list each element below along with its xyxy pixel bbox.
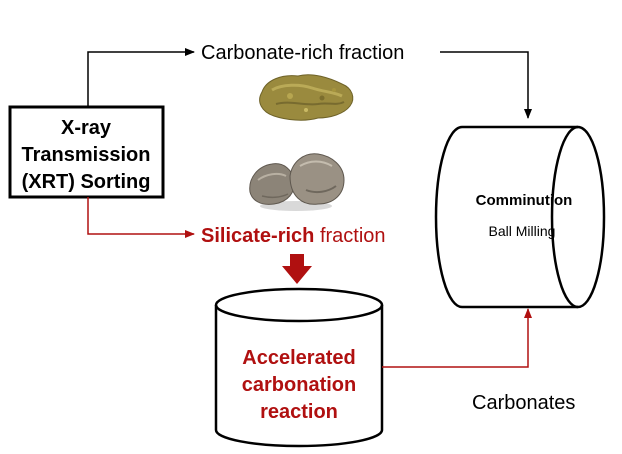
silicate-rock-image <box>249 153 345 211</box>
silicate-flow-arrow <box>87 197 195 238</box>
carbonate-rock-image <box>259 74 354 121</box>
silicate-fraction-label-rest: fraction <box>314 225 385 247</box>
carbonates-flow-arrow <box>382 308 532 368</box>
carbonation-label-line3: reaction <box>260 401 338 423</box>
comminution-cylinder: Comminution Ball Milling <box>434 125 606 309</box>
silicate-fraction-label-bold: Silicate-rich <box>201 225 314 247</box>
carbonation-label-line2: carbonation <box>242 374 356 396</box>
carbonation-reactor-cylinder: Accelerated carbonation reaction <box>214 287 384 448</box>
xrt-label-line2: Transmission <box>22 144 151 166</box>
carbonates-label: Carbonates <box>472 392 575 414</box>
comminution-title: Comminution <box>476 192 573 209</box>
carbonate-fraction-label: Carbonate-rich fraction <box>201 42 404 64</box>
carbonation-label-line1: Accelerated <box>242 347 355 369</box>
silicate-fraction-label: Silicate-rich fraction <box>201 225 386 247</box>
carbonate-flow-arrow <box>87 48 195 107</box>
comminution-subtitle: Ball Milling <box>489 223 556 239</box>
xrt-label-line3: (XRT) Sorting <box>22 171 151 193</box>
xrt-label-line1: X-ray <box>61 117 112 139</box>
to-comminution-arrow <box>440 51 532 119</box>
xrt-sorting-box: X-ray Transmission (XRT) Sorting <box>8 105 165 199</box>
down-arrow <box>282 254 312 284</box>
